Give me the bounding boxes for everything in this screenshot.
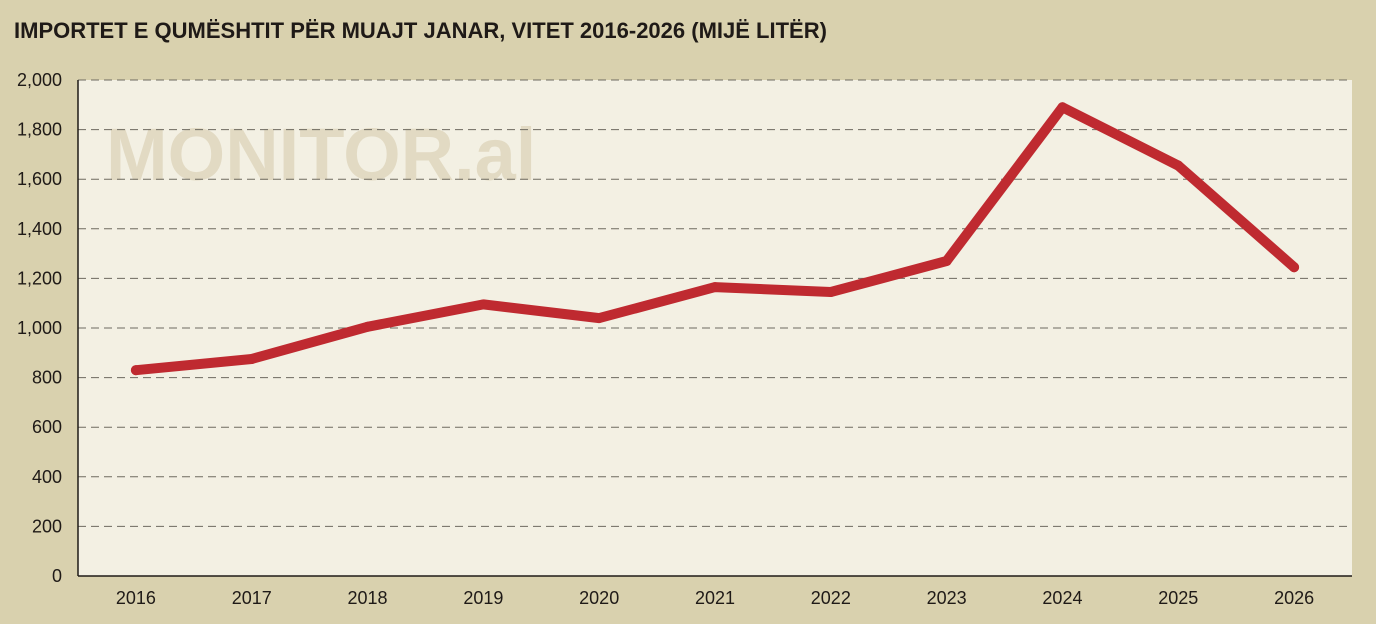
y-tick-label: 1,600 xyxy=(17,169,62,189)
chart-title: IMPORTET E QUMËSHTIT PËR MUAJT JANAR, VI… xyxy=(14,18,827,43)
x-tick-label: 2025 xyxy=(1158,588,1198,608)
y-tick-label: 400 xyxy=(32,467,62,487)
y-tick-label: 200 xyxy=(32,516,62,536)
data-point xyxy=(1289,262,1300,273)
x-tick-label: 2021 xyxy=(695,588,735,608)
x-tick-label: 2019 xyxy=(463,588,503,608)
data-point xyxy=(825,287,836,298)
y-tick-label: 1,200 xyxy=(17,268,62,288)
data-points xyxy=(130,102,1300,376)
x-tick-label: 2022 xyxy=(811,588,851,608)
y-tick-label: 800 xyxy=(32,368,62,388)
data-point xyxy=(710,282,720,293)
y-axis-ticks: 0 200 400 600 800 1,000 1,200 1,400 1,600 1,800 2,… xyxy=(17,70,62,586)
data-point xyxy=(246,354,257,364)
x-tick-label: 2017 xyxy=(232,588,272,608)
data-point xyxy=(362,321,373,332)
y-tick-label: 1,400 xyxy=(17,219,62,239)
x-tick-label: 2020 xyxy=(579,588,619,608)
x-tick-label: 2016 xyxy=(116,588,156,608)
y-tick-label: 2,000 xyxy=(17,70,62,90)
x-tick-label: 2024 xyxy=(1042,588,1082,608)
watermark-logo: MONITOR.al xyxy=(106,113,536,196)
data-point xyxy=(478,299,489,310)
gridlines xyxy=(78,79,1352,527)
y-tick-label: 1,800 xyxy=(17,120,62,140)
x-tick-label: 2026 xyxy=(1274,588,1314,608)
x-tick-label: 2023 xyxy=(927,588,967,608)
y-tick-label: 1,000 xyxy=(17,318,62,338)
data-point xyxy=(1057,102,1068,113)
data-point xyxy=(594,313,605,324)
y-tick-label: 600 xyxy=(32,417,62,437)
y-tick-label: 0 xyxy=(52,566,62,586)
data-point xyxy=(130,365,141,376)
data-point xyxy=(941,256,952,267)
data-point xyxy=(1173,160,1184,171)
x-tick-label: 2018 xyxy=(348,588,388,608)
x-axis-ticks: 2016 2017 2018 2019 2020 2021 2022 2023 2024 2025… xyxy=(116,588,1314,608)
